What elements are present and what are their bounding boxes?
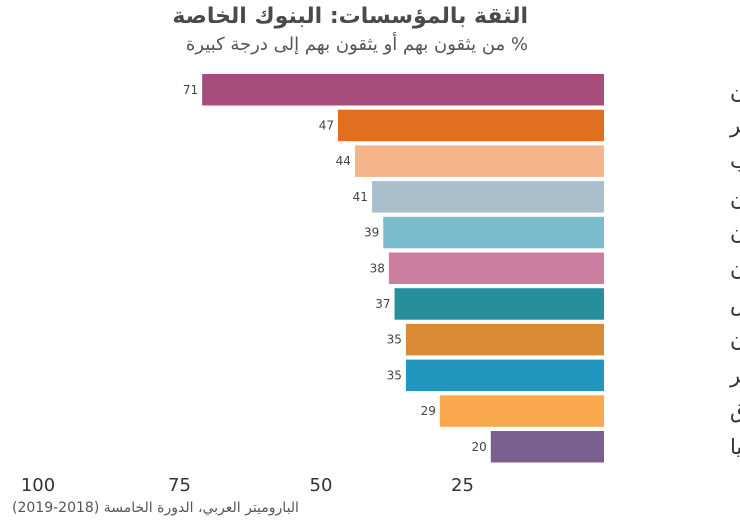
category-label: فلسطين	[730, 185, 740, 209]
bar	[439, 395, 604, 427]
bar	[337, 109, 604, 142]
data-label: 38	[370, 261, 385, 275]
data-label: 35	[387, 368, 402, 382]
category-label: السودان	[730, 328, 740, 352]
category-label: الجزائر	[729, 363, 740, 387]
category-label: الأردن	[730, 255, 740, 280]
category-label: اليمن	[730, 78, 740, 102]
x-tick-label: 100	[21, 475, 55, 496]
data-label: 20	[472, 440, 487, 454]
bar	[405, 359, 604, 392]
data-label: 37	[375, 297, 390, 311]
data-label: 29	[421, 404, 436, 418]
category-label: لبنان	[730, 221, 740, 245]
x-tick-label: 75	[168, 475, 191, 496]
data-label: 71	[183, 83, 198, 97]
category-label: العراق	[730, 399, 740, 423]
x-tick-label: 25	[451, 475, 474, 496]
category-label: مصر	[729, 113, 740, 137]
bar	[394, 288, 604, 320]
bar	[405, 323, 604, 356]
data-label: 39	[364, 226, 379, 240]
bar	[371, 181, 604, 213]
data-label: 44	[336, 154, 351, 168]
category-label: ليبيا	[730, 435, 740, 459]
bar	[354, 145, 604, 177]
chart-subtitle: % من يثقون بهم أو يثقون بهم إلى درجة كبي…	[185, 34, 528, 55]
bar	[490, 431, 604, 463]
data-label: 35	[387, 333, 402, 347]
bar	[202, 74, 604, 106]
bar	[388, 252, 604, 284]
category-label: تونس	[730, 292, 740, 316]
chart-source: الباروميتر العربي، الدورة الخامسة (2018-…	[12, 500, 299, 516]
data-label: 41	[353, 190, 368, 204]
data-label: 47	[319, 118, 334, 132]
chart-title: الثقة بالمؤسسات: البنوك الخاصة	[172, 4, 528, 29]
category-label: المغرب	[730, 149, 740, 173]
bar	[383, 216, 604, 249]
x-tick-label: 50	[310, 475, 333, 496]
